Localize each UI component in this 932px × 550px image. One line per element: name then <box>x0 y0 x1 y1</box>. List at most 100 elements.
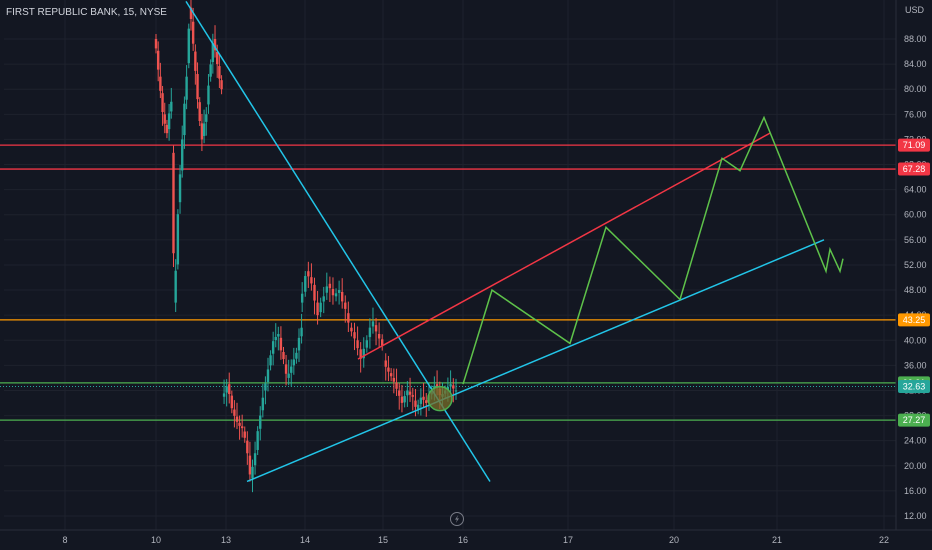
candle-body <box>449 384 452 387</box>
price-level-tag <box>898 162 930 176</box>
candle-body <box>183 103 186 136</box>
candle-body <box>416 404 420 410</box>
candle-body <box>322 296 325 302</box>
price-tick-label: 80.00 <box>904 84 927 94</box>
trend-line-uptrend-support[interactable] <box>246 239 825 483</box>
time-tick-label: 13 <box>221 535 231 545</box>
price-tick-label: 84.00 <box>904 59 927 69</box>
candle-body <box>340 291 344 302</box>
candle-body <box>368 327 372 338</box>
time-tick-label: 20 <box>669 535 679 545</box>
candle-body <box>435 384 439 389</box>
candle-body <box>446 386 450 391</box>
price-level-tag <box>898 380 930 394</box>
candle-body <box>408 391 412 395</box>
candle-body <box>181 139 184 171</box>
time-tick-label: 21 <box>772 535 782 545</box>
candle-body <box>392 377 396 382</box>
candle-body <box>359 349 362 359</box>
candle-body <box>156 50 160 70</box>
price-tick-label: 52.00 <box>904 260 927 270</box>
candle-body <box>205 114 208 122</box>
candle-body <box>356 340 359 349</box>
candle-body <box>282 351 285 360</box>
price-level-tag-label: 27.27 <box>903 415 926 425</box>
candle-body <box>264 383 267 391</box>
candle-body <box>325 286 329 293</box>
price-level-tag-label: 67.28 <box>903 164 926 174</box>
candle-body <box>406 390 409 396</box>
candle-body <box>230 395 234 409</box>
time-tick-label: 22 <box>879 535 889 545</box>
projection-line[interactable] <box>462 115 844 385</box>
price-tick-label: 36.00 <box>904 360 927 370</box>
candle-body <box>300 327 303 337</box>
candle-body <box>161 93 164 113</box>
time-tick-label: 8 <box>62 535 67 545</box>
price-tick-label: 40.00 <box>904 335 927 345</box>
candle-body <box>377 333 381 339</box>
candle-body <box>207 85 210 105</box>
projection-path[interactable] <box>462 115 844 385</box>
candle-body <box>243 431 246 438</box>
candle-body <box>269 355 272 366</box>
candle-body <box>374 325 378 332</box>
candle-body <box>172 152 175 254</box>
price-tick-label: 56.00 <box>904 235 927 245</box>
candle-body <box>384 360 387 367</box>
price-axis-panel[interactable] <box>896 0 932 530</box>
candle-body <box>238 422 241 426</box>
candle-body <box>310 277 313 284</box>
price-tick-label: 20.00 <box>904 461 927 471</box>
time-tick-label: 17 <box>563 535 573 545</box>
time-axis-panel[interactable] <box>0 530 932 550</box>
candle-body <box>185 76 188 100</box>
price-tick-label: 16.00 <box>904 486 927 496</box>
price-tick-label: 24.00 <box>904 436 927 446</box>
candle-body <box>295 352 298 359</box>
candle-body <box>196 74 199 100</box>
time-tick-label: 14 <box>300 535 310 545</box>
candle-body <box>304 276 307 292</box>
candle-body <box>174 270 177 303</box>
candle-body <box>251 466 254 479</box>
candle-body <box>216 51 219 65</box>
price-level-tag-label: 71.09 <box>903 140 926 150</box>
lightning-icon[interactable] <box>450 512 464 526</box>
time-tick-label: 10 <box>151 535 161 545</box>
price-tick-label: 48.00 <box>904 285 927 295</box>
candle-body <box>350 327 353 332</box>
candle-body <box>167 113 171 130</box>
candle-body <box>163 114 166 124</box>
candle-body <box>403 396 406 403</box>
candle-body <box>256 431 259 450</box>
candle-body <box>362 348 365 359</box>
candle-body <box>353 332 356 339</box>
time-tick-label: 15 <box>378 535 388 545</box>
candle-body <box>381 339 384 346</box>
price-tick-label: 76.00 <box>904 109 927 119</box>
candle-body <box>170 101 173 112</box>
time-tick-label: 16 <box>458 535 468 545</box>
candle-body <box>189 7 193 19</box>
highlight-circle <box>427 385 453 412</box>
candle-body <box>387 367 390 372</box>
candle-body <box>209 64 212 77</box>
candle-body <box>211 43 215 63</box>
candle-body <box>159 76 162 91</box>
time-axis-ticks: 8 10 13 14 15 16 17 20 21 22 <box>62 535 889 545</box>
candle-body <box>248 455 252 475</box>
candle-body <box>334 293 338 297</box>
price-level-tag <box>898 138 930 152</box>
candle-body <box>187 28 190 64</box>
candle-body <box>220 80 223 90</box>
price-level-tag-label: 32.63 <box>903 382 926 392</box>
candle-body <box>328 283 332 289</box>
trend-line-channel-top[interactable] <box>357 132 771 360</box>
price-tick-label: 88.00 <box>904 34 927 44</box>
candle-body <box>176 214 180 265</box>
candle-body <box>287 373 290 378</box>
candle-body <box>222 393 226 397</box>
